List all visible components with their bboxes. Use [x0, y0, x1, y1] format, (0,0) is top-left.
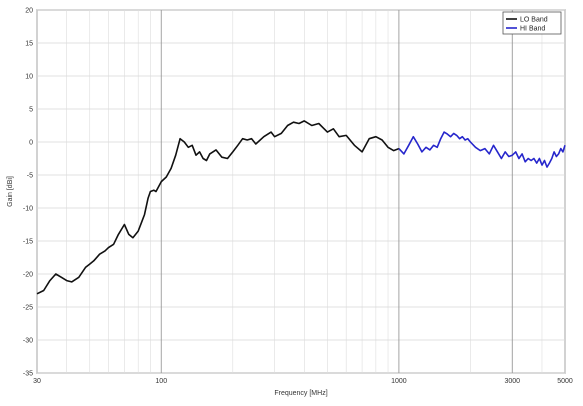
- x-tick-label: 5000: [557, 378, 573, 385]
- y-tick-label: 20: [25, 8, 33, 15]
- series-line-hi-band: [398, 131, 566, 168]
- legend-label-lo-band: LO Band: [520, 17, 548, 24]
- y-tick-label: 10: [25, 74, 33, 81]
- y-tick-label: -30: [23, 338, 33, 345]
- x-tick-label: 3000: [504, 378, 520, 385]
- x-axis-label: Frequency [MHz]: [274, 390, 327, 397]
- grid: [36, 9, 566, 374]
- y-tick-label: -35: [23, 371, 33, 378]
- x-tick-label: 100: [155, 378, 167, 385]
- legend-label-hi-band: HI Band: [520, 26, 545, 33]
- series-layer: [36, 120, 566, 295]
- y-tick-label: -5: [27, 173, 33, 180]
- y-tick-label: 5: [29, 107, 33, 114]
- x-tick-label: 30: [33, 378, 41, 385]
- y-axis-label: Gain [dBi]: [7, 176, 14, 207]
- y-tick-label: -25: [23, 305, 33, 312]
- legend-box: [502, 11, 562, 35]
- legend: LO Band HI Band: [502, 11, 562, 35]
- y-tick-label: 0: [29, 140, 33, 147]
- y-tick-label: -20: [23, 272, 33, 279]
- series-line-lo-band: [36, 120, 400, 295]
- tick-labels: -35 -30 -25 -20 -15 -10 -5 0 5 10 15 20 30 100 1000 300…: [23, 8, 573, 386]
- plot-area: [36, 9, 566, 374]
- y-tick-label: -15: [23, 239, 33, 246]
- y-tick-label: 15: [25, 41, 33, 48]
- x-tick-label: 1000: [391, 378, 407, 385]
- y-tick-label: -10: [23, 206, 33, 213]
